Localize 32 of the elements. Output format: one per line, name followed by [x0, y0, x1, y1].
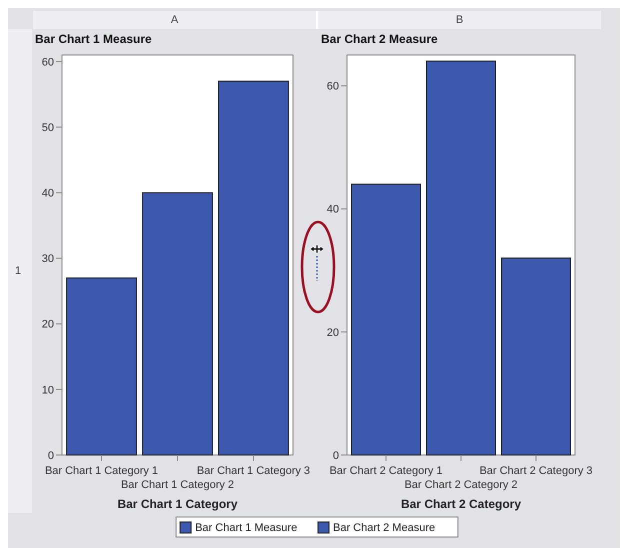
bar	[351, 184, 421, 456]
bar	[426, 60, 496, 456]
y-tick-label: 50	[42, 122, 54, 134]
text: A	[170, 14, 179, 26]
text: B	[456, 14, 464, 26]
y-axis-title: Bar Chart 1 Measure	[35, 32, 152, 46]
y-axis-title: Bar Chart 2 Measure	[321, 32, 438, 46]
y-tick-label: 10	[42, 384, 54, 396]
bar	[66, 277, 137, 456]
x-tick-label: Bar Chart 1 Category 2	[120, 479, 234, 491]
x-tick-label: Bar Chart 2 Category 1	[329, 465, 443, 477]
y-tick-label: 20	[326, 326, 339, 339]
legend-label: Bar Chart 1 Measure	[195, 522, 298, 534]
text: Bar Chart 2 Measure	[333, 522, 436, 534]
bar	[218, 80, 289, 456]
y-tick-label: 60	[42, 56, 54, 68]
text: 1	[14, 265, 22, 277]
y-tick-label: 60	[326, 80, 339, 93]
y-tick-label: 30	[42, 253, 54, 266]
y-tick-label: 20	[42, 318, 54, 331]
y-tick-label: 40	[42, 188, 54, 200]
bar	[142, 192, 213, 456]
y-tick-label: 0	[332, 450, 339, 462]
x-axis-title: Bar Chart 1 Category	[117, 497, 238, 511]
y-tick-label: 40	[326, 204, 339, 216]
x-tick-label: Bar Chart 2 Category 2	[404, 479, 518, 491]
x-axis-title: Bar Chart 2 Category	[400, 497, 522, 511]
x-tick-label: Bar Chart 1 Category 3	[196, 465, 310, 477]
x-tick-label: Bar Chart 1 Category 1	[44, 465, 158, 477]
bar	[501, 258, 571, 456]
x-tick-label: Bar Chart 2 Category 3	[479, 465, 593, 477]
y-tick-label: 0	[48, 450, 54, 462]
